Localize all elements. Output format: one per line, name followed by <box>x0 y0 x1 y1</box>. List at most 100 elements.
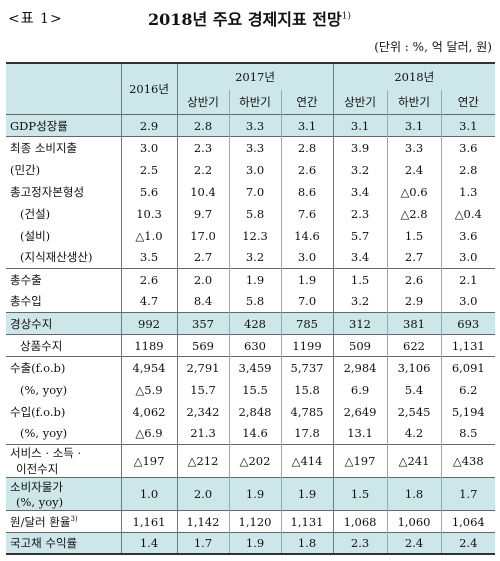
table-cell: 2.4 <box>440 532 496 555</box>
table-cell: 1.9 <box>228 477 281 511</box>
row-label: (지식재산생산) <box>6 246 122 269</box>
table-row: (%, yoy) △5.9 15.7 15.5 15.8 6.9 5.4 6.2 <box>6 378 496 401</box>
table-label: <표 1> <box>8 11 63 27</box>
table-cell: 1.9 <box>228 268 281 291</box>
table-cell: 10.4 <box>176 180 229 203</box>
table-cell: △0.6 <box>386 180 442 203</box>
row-label-text: 총수입 <box>10 294 42 309</box>
table-cell: △197 <box>120 444 177 478</box>
table-cell: 2,984 <box>332 356 388 379</box>
table-title: 2018년 주요 경제지표 전망1) <box>148 6 351 30</box>
table-cell: 5,737 <box>280 356 334 379</box>
table-cell: 2.6 <box>280 158 334 181</box>
table-cell: 1,068 <box>332 510 388 533</box>
table-cell: 785 <box>280 312 334 335</box>
table-cell: 8.5 <box>440 422 496 445</box>
row-label-text: (건설) <box>20 206 51 221</box>
forecast-table: 2016년 2017년 2018년 상반기 하반기 연간 상반기 하반기 연간 … <box>6 62 496 555</box>
row-label: 수출(f.o.b) <box>6 356 122 379</box>
header-2018: 2018년 <box>332 63 496 90</box>
table-cell: 4.2 <box>386 422 442 445</box>
table-cell: 15.7 <box>176 378 229 401</box>
table-row: (건설) 10.3 9.7 5.8 7.6 2.3 △2.8 △0.4 <box>6 202 496 225</box>
row-label: 원/달러 환율3) <box>6 510 122 533</box>
table-cell: 992 <box>120 312 177 335</box>
table-cell: 1.7 <box>176 532 229 555</box>
row-label-text: GDP성장률 <box>10 118 68 133</box>
table-cell: 5.8 <box>228 202 281 225</box>
table-cell: △438 <box>440 444 496 478</box>
table-cell: 13.1 <box>332 422 388 445</box>
table-cell: 1.7 <box>440 477 496 511</box>
table-cell: 2.4 <box>386 532 442 555</box>
table-cell: 1.5 <box>332 477 388 511</box>
table-cell: 1.4 <box>120 532 177 555</box>
table-cell: 6,091 <box>440 356 496 379</box>
table-row: 총고정자본형성 5.6 10.4 7.0 8.6 3.4 △0.6 1.3 <box>6 180 496 203</box>
table-cell: 2,342 <box>176 400 229 423</box>
table-cell: △197 <box>332 444 388 478</box>
table-cell: 3.9 <box>332 136 388 159</box>
table-cell: 3.6 <box>440 136 496 159</box>
table-cell: 2.2 <box>176 158 229 181</box>
table-row: 총수출 2.6 2.0 1.9 1.9 1.5 2.6 2.1 <box>6 268 496 291</box>
table-cell: 1.0 <box>120 477 177 511</box>
row-label-text: 수출(f.o.b) <box>10 360 66 375</box>
table-row: 원/달러 환율3) 1,161 1,142 1,120 1,131 1,068 1,060 1… <box>6 510 496 533</box>
table-cell: 7.0 <box>228 180 281 203</box>
header-2018-h1: 상반기 <box>332 90 388 115</box>
row-label: 총수입 <box>6 290 122 313</box>
table-cell: 5.8 <box>228 290 281 313</box>
table-row: 경상수지 992 357 428 785 312 381 693 <box>6 312 496 335</box>
table-cell: 2.8 <box>280 136 334 159</box>
row-label: 수입(f.o.b) <box>6 400 122 423</box>
row-label-text: 최종 소비지출 <box>10 140 78 155</box>
table-cell: 1,064 <box>440 510 496 533</box>
table-cell: 14.6 <box>228 422 281 445</box>
table-cell: 1.3 <box>440 180 496 203</box>
row-label-line1: 소비자물가 <box>10 480 63 494</box>
table-cell: 312 <box>332 312 388 335</box>
row-label: (민간) <box>6 158 122 181</box>
row-label: 소비자물가 (%, yoy) <box>6 477 122 511</box>
table-cell: 2,791 <box>176 356 229 379</box>
title-row: <표 1> 2018년 주요 경제지표 전망1) <box>0 0 500 36</box>
table-cell: 3.0 <box>280 246 334 269</box>
table-cell: 428 <box>228 312 281 335</box>
table-cell: 1.9 <box>280 268 334 291</box>
title-footnote: 1) <box>341 11 351 22</box>
table-cell: 14.6 <box>280 224 334 247</box>
table-row: 상품수지 1189 569 630 1199 509 622 1,131 <box>6 334 496 357</box>
table-cell: 630 <box>228 334 281 357</box>
table-row: (지식재산생산) 3.5 2.7 3.2 3.0 3.4 2.7 3.0 <box>6 246 496 269</box>
table-cell: 2,545 <box>386 400 442 423</box>
table-cell: 693 <box>440 312 496 335</box>
table-cell: 1,161 <box>120 510 177 533</box>
table-cell: △202 <box>228 444 281 478</box>
table-cell: 3.1 <box>386 114 442 137</box>
table-cell: 2.0 <box>176 477 229 511</box>
row-label-line2: (%, yoy) <box>16 495 64 509</box>
table-cell: 3.1 <box>440 114 496 137</box>
table-cell: 17.0 <box>176 224 229 247</box>
row-label-line2: 이전수지 <box>16 462 59 476</box>
table-row: 국고채 수익률 1.4 1.7 1.9 1.8 2.3 2.4 2.4 <box>6 532 496 555</box>
table-title-text: 2018년 주요 경제지표 전망 <box>148 10 342 29</box>
table-cell: 2,848 <box>228 400 281 423</box>
table-cell: 10.3 <box>120 202 177 225</box>
table-cell: 2.7 <box>386 246 442 269</box>
table-cell: 3.0 <box>120 136 177 159</box>
row-label: 최종 소비지출 <box>6 136 122 159</box>
table-cell: 1.8 <box>280 532 334 555</box>
table-cell: 3.4 <box>332 180 388 203</box>
table-cell: 509 <box>332 334 388 357</box>
table-cell: 2.1 <box>440 268 496 291</box>
table-cell: 9.7 <box>176 202 229 225</box>
table-cell: 1,131 <box>280 510 334 533</box>
row-label: 상품수지 <box>6 334 122 357</box>
row-label-text: 국고채 수익률 <box>10 535 78 550</box>
unit-note: (단위 : %, 억 달러, 원) <box>374 40 492 54</box>
table-cell: 7.0 <box>280 290 334 313</box>
row-label-text: 경상수지 <box>10 316 53 331</box>
table-cell: 3.0 <box>228 158 281 181</box>
